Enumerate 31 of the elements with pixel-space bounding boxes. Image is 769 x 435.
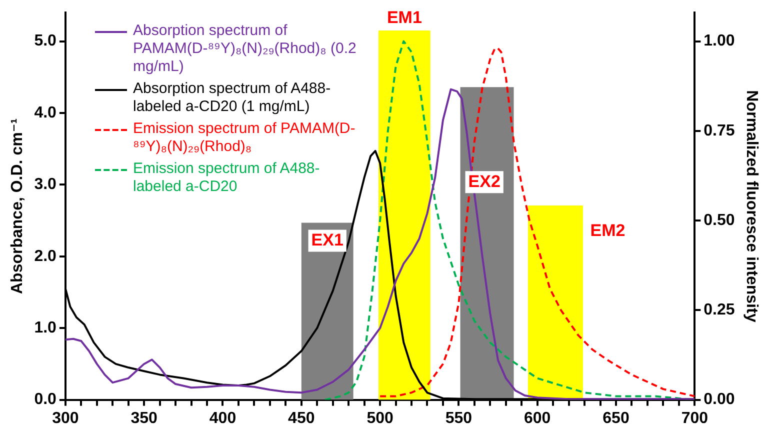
y2-axis-title: Normalized fluoresce intensity xyxy=(742,90,760,322)
y2-tick-label: 1.00 xyxy=(704,32,735,50)
legend-label: Emission spectrum of A488-labeled a-CD20 xyxy=(133,160,321,196)
y2-tick-label: 0.25 xyxy=(704,302,735,319)
y2-tick-label: 0.50 xyxy=(704,212,735,229)
x-tick-label: 350 xyxy=(130,410,158,427)
y2-tick-label: 0.75 xyxy=(704,122,735,140)
x-tick-label: 450 xyxy=(288,410,315,427)
y-tick-label: 1.0 xyxy=(34,320,57,337)
x-tick-label: 650 xyxy=(602,410,630,427)
annotation: EX1 xyxy=(311,230,344,250)
annotation: EM1 xyxy=(386,8,422,28)
x-tick-label: 500 xyxy=(366,410,394,427)
legend-label: Absorption spectrum of A488-labeled a-CD20 (1 mg/mL) xyxy=(133,80,332,116)
x-tick-label: 400 xyxy=(209,410,236,427)
y2-tick-label: 0.00 xyxy=(704,391,735,408)
x-tick-label: 550 xyxy=(445,410,472,427)
y-axis-title: Absorbance, O.D. cm⁻¹ xyxy=(9,118,26,294)
x-tick-label: 300 xyxy=(52,410,79,427)
legend-label: Emission spectrum of PAMAM(D-⁸⁹Y)₈(N)₂₉(Rhod)₈ xyxy=(133,120,356,156)
annotation: EX2 xyxy=(468,172,500,191)
y-tick-label: 3.0 xyxy=(34,176,57,194)
annotation: EM2 xyxy=(590,221,626,240)
y-tick-label: 4.0 xyxy=(34,104,57,122)
y-tick-label: 2.0 xyxy=(34,248,57,265)
line-series xyxy=(379,47,695,398)
y-tick-label: 5.0 xyxy=(34,32,57,50)
x-tick-label: 600 xyxy=(524,410,551,427)
legend-label: Absorption spectrum of PAMAM(D-⁸⁹Y)₈(N)₂₉(Rhod)₈ (0.2 mg/mL) xyxy=(133,22,358,76)
y-tick-label: 0.0 xyxy=(34,391,57,408)
x-tick-label: 700 xyxy=(681,410,708,427)
